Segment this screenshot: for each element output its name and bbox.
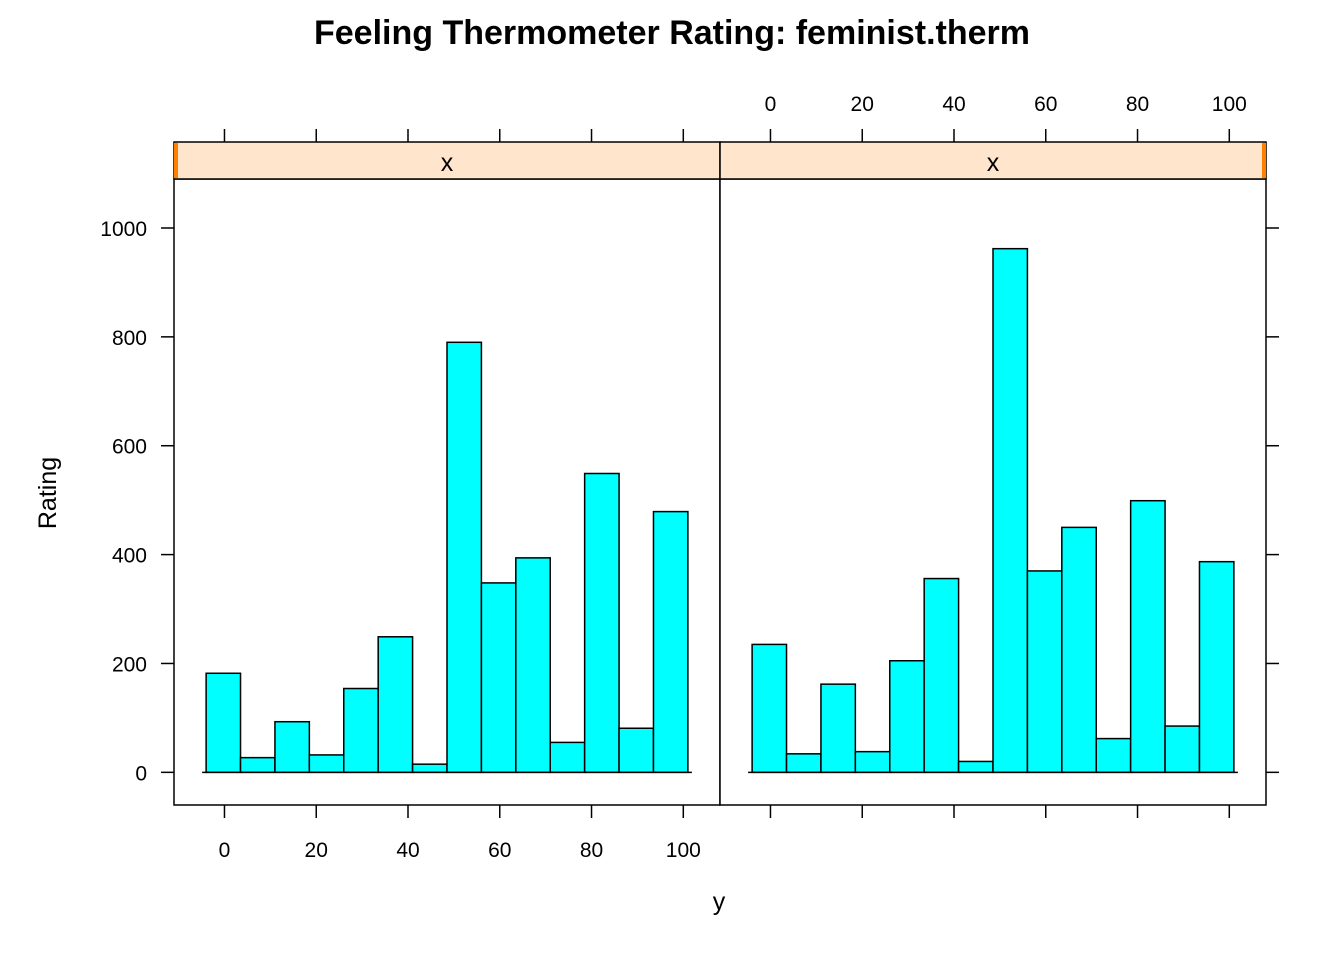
bar — [1164, 725, 1201, 774]
bar — [820, 683, 857, 774]
strip-background — [173, 141, 721, 180]
x-tick-label: 0 — [219, 839, 231, 862]
strip-label: x — [441, 149, 454, 177]
strip-level-marker — [1262, 143, 1266, 178]
strip-level-marker — [174, 143, 178, 178]
bar — [923, 577, 960, 774]
bar — [957, 760, 994, 774]
y-tick-label: 800 — [112, 327, 147, 350]
bar — [1198, 560, 1235, 774]
bar — [239, 756, 276, 774]
y-tick-label: 0 — [135, 762, 147, 785]
bar — [1026, 570, 1063, 774]
bar — [1129, 499, 1166, 774]
strip-label: x — [987, 149, 1000, 177]
bar — [652, 510, 689, 774]
x-tick-label: 20 — [851, 93, 874, 116]
bar — [515, 557, 551, 774]
y-axis-label: Rating — [34, 457, 62, 529]
y-tick-label: 200 — [112, 653, 147, 676]
chart-title: Feeling Thermometer Rating: feminist.the… — [314, 14, 1030, 52]
x-axis-label: y — [713, 888, 726, 916]
bar — [377, 636, 414, 774]
bar — [480, 582, 517, 774]
bar — [751, 643, 788, 774]
x-tick-label: 20 — [305, 839, 328, 862]
y-tick-label: 400 — [112, 545, 147, 568]
x-tick-label: 60 — [488, 839, 511, 862]
bar — [446, 341, 483, 774]
bar — [618, 727, 655, 774]
bar — [308, 754, 345, 774]
bar — [274, 720, 311, 774]
bar — [1061, 526, 1097, 774]
y-tick-label: 1000 — [100, 218, 147, 241]
bar — [785, 753, 822, 774]
bar — [889, 659, 925, 774]
y-tick-label: 600 — [112, 436, 147, 459]
panel-2: x 0 20 40 60 80 100 — [719, 93, 1279, 818]
bar — [549, 741, 586, 774]
bar — [1095, 737, 1132, 774]
x-tick-label: 100 — [666, 839, 701, 862]
bar — [583, 472, 620, 774]
x-tick-label: 40 — [942, 93, 965, 116]
bar — [411, 763, 448, 774]
x-tick-label: 60 — [1034, 93, 1057, 116]
x-tick-label: 0 — [765, 93, 777, 116]
bar — [854, 750, 891, 774]
bar — [992, 247, 1029, 774]
x-tick-label: 40 — [396, 839, 419, 862]
x-tick-label: 100 — [1212, 93, 1247, 116]
x-tick-label: 80 — [1126, 93, 1149, 116]
bar — [205, 672, 242, 774]
bar — [343, 687, 379, 774]
x-tick-label: 80 — [580, 839, 603, 862]
